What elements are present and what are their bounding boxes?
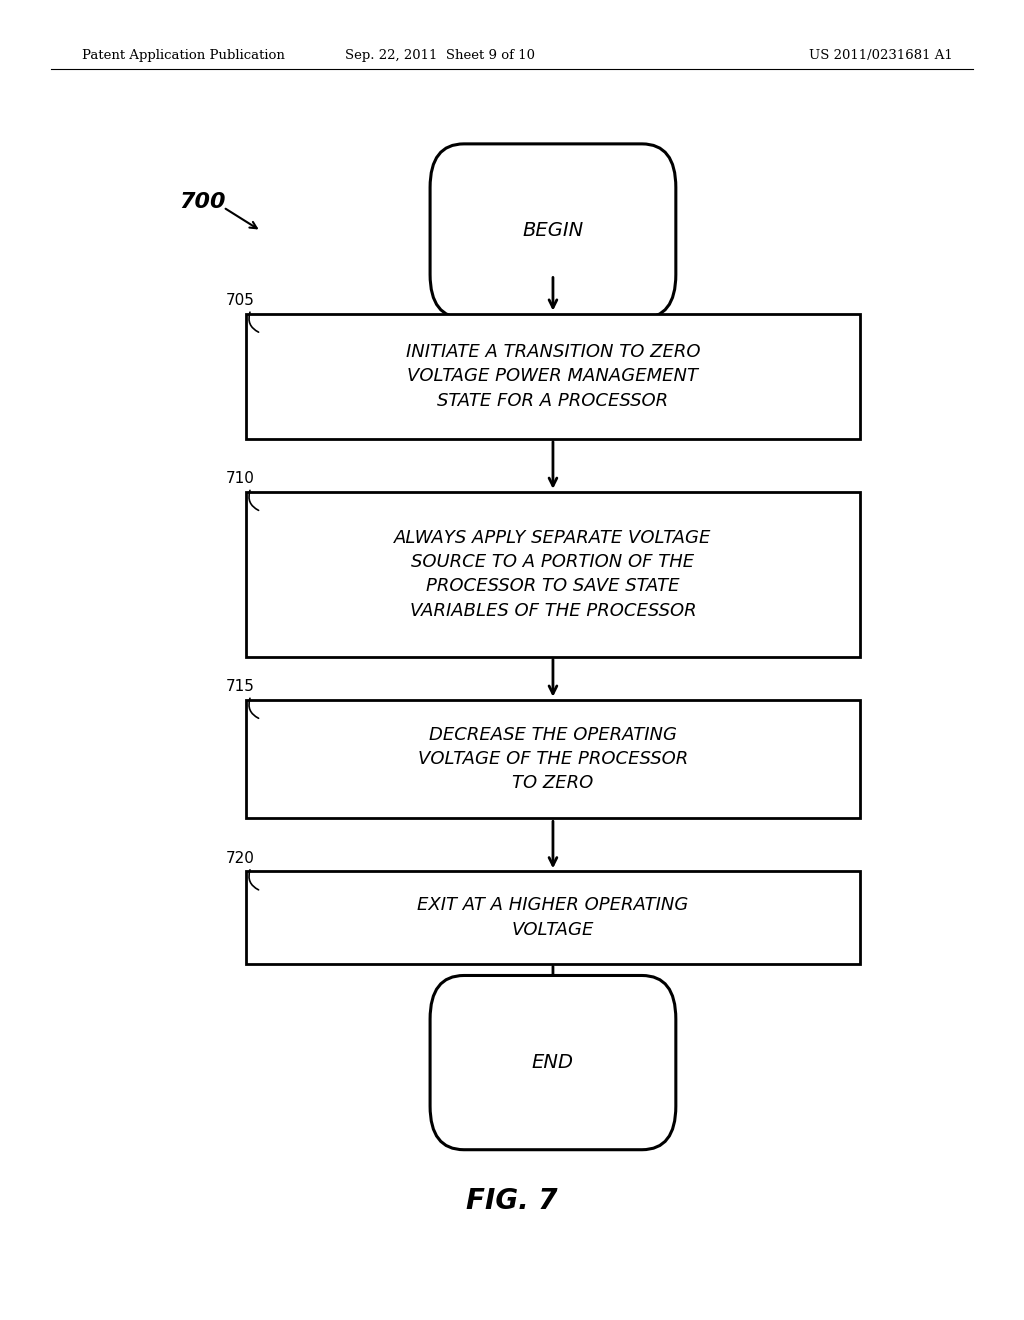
- FancyBboxPatch shape: [430, 975, 676, 1150]
- Text: 715: 715: [225, 680, 254, 694]
- Text: 720: 720: [225, 851, 254, 866]
- Text: END: END: [531, 1053, 574, 1072]
- Text: EXIT AT A HIGHER OPERATING
VOLTAGE: EXIT AT A HIGHER OPERATING VOLTAGE: [417, 896, 689, 939]
- Text: DECREASE THE OPERATING
VOLTAGE OF THE PROCESSOR
TO ZERO: DECREASE THE OPERATING VOLTAGE OF THE PR…: [418, 726, 688, 792]
- Text: US 2011/0231681 A1: US 2011/0231681 A1: [809, 49, 952, 62]
- Text: 710: 710: [225, 471, 254, 487]
- FancyBboxPatch shape: [246, 314, 860, 438]
- Text: 700: 700: [179, 191, 225, 213]
- Text: FIG. 7: FIG. 7: [466, 1187, 558, 1216]
- FancyBboxPatch shape: [246, 871, 860, 964]
- FancyBboxPatch shape: [430, 144, 676, 318]
- Text: BEGIN: BEGIN: [522, 222, 584, 240]
- FancyBboxPatch shape: [246, 700, 860, 818]
- Text: ALWAYS APPLY SEPARATE VOLTAGE
SOURCE TO A PORTION OF THE
PROCESSOR TO SAVE STATE: ALWAYS APPLY SEPARATE VOLTAGE SOURCE TO …: [394, 529, 712, 619]
- Text: Sep. 22, 2011  Sheet 9 of 10: Sep. 22, 2011 Sheet 9 of 10: [345, 49, 536, 62]
- Text: 705: 705: [225, 293, 254, 309]
- Text: INITIATE A TRANSITION TO ZERO
VOLTAGE POWER MANAGEMENT
STATE FOR A PROCESSOR: INITIATE A TRANSITION TO ZERO VOLTAGE PO…: [406, 343, 700, 409]
- Text: Patent Application Publication: Patent Application Publication: [82, 49, 285, 62]
- FancyBboxPatch shape: [246, 492, 860, 657]
